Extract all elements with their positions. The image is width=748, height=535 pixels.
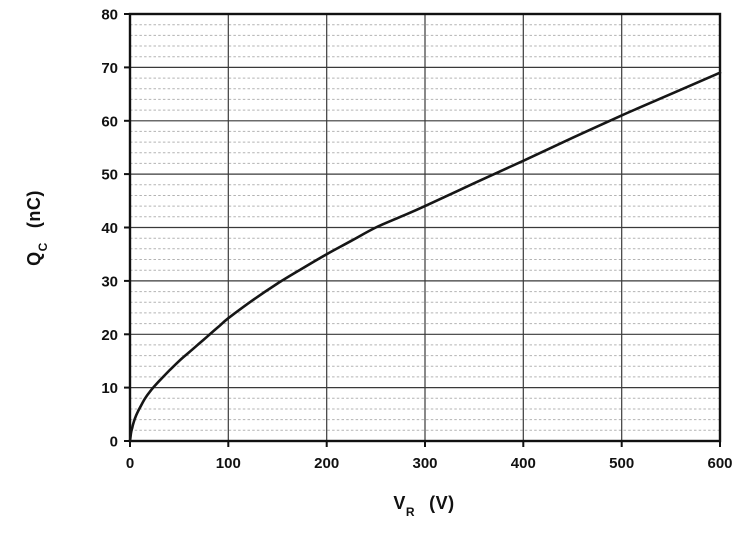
y-tick-label: 60 bbox=[101, 113, 118, 130]
y-tick-label: 50 bbox=[101, 167, 118, 184]
y-tick-label: 80 bbox=[101, 7, 118, 24]
y-axis-unit: (nC) bbox=[24, 190, 45, 229]
y-axis-title: QC (nC) bbox=[24, 190, 50, 266]
x-tick-label: 300 bbox=[412, 455, 437, 472]
x-tick-label: 500 bbox=[609, 455, 634, 472]
x-axis-subscript: R bbox=[405, 504, 416, 519]
y-tick-label: 30 bbox=[101, 273, 118, 290]
x-tick-label: 100 bbox=[216, 455, 241, 472]
x-tick-label: 200 bbox=[314, 455, 339, 472]
x-tick-label: 600 bbox=[707, 455, 732, 472]
y-tick-label: 20 bbox=[101, 327, 118, 344]
y-tick-label: 0 bbox=[110, 434, 118, 451]
y-axis-subscript: C bbox=[35, 242, 50, 252]
x-axis-symbol: V bbox=[393, 493, 406, 514]
qc-curve bbox=[128, 71, 722, 443]
plot-frame bbox=[128, 12, 722, 443]
y-tick-label: 40 bbox=[101, 220, 118, 237]
y-tick-label: 70 bbox=[101, 60, 118, 77]
x-tick-label: 0 bbox=[126, 455, 134, 472]
x-tick-label: 400 bbox=[511, 455, 536, 472]
y-tick-label: 10 bbox=[101, 380, 118, 397]
x-axis-unit: (V) bbox=[429, 493, 455, 514]
y-axis-symbol: Q bbox=[24, 251, 45, 266]
x-axis-title: VR (V) bbox=[393, 493, 455, 519]
